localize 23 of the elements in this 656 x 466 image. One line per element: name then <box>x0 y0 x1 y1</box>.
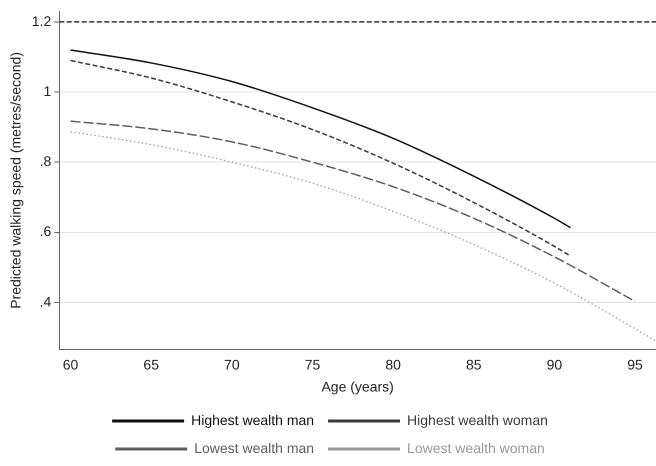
x-tick-label: 90 <box>546 356 562 373</box>
text: Lowest wealth woman <box>407 440 545 456</box>
x-tick-label: 75 <box>304 356 320 373</box>
x-tick-label: 95 <box>627 356 644 373</box>
x-tick-label: 80 <box>385 356 402 373</box>
text: Highest wealth woman <box>407 412 548 428</box>
y-tick-label: .6 <box>40 223 52 240</box>
x-tick-label: 65 <box>143 356 160 373</box>
y-tick-label: .4 <box>40 293 52 310</box>
y-tick-label: 1.2 <box>32 12 52 29</box>
x-tick-label: 85 <box>466 356 482 373</box>
text: Lowest wealth man <box>194 440 314 456</box>
x-tick-label: 60 <box>62 356 79 373</box>
x-tick-label: 70 <box>224 356 240 373</box>
line-series <box>70 49 572 228</box>
line-series <box>70 131 656 342</box>
x-axis-title: Age (years) <box>321 378 394 394</box>
line-series <box>70 60 572 257</box>
y-tick-label: 1 <box>43 82 52 99</box>
line-series <box>70 120 636 302</box>
text: Highest wealth man <box>191 412 314 428</box>
y-tick-label: .8 <box>40 153 52 170</box>
y-axis-title: Predicted walking speed (metres/second) <box>7 52 24 309</box>
